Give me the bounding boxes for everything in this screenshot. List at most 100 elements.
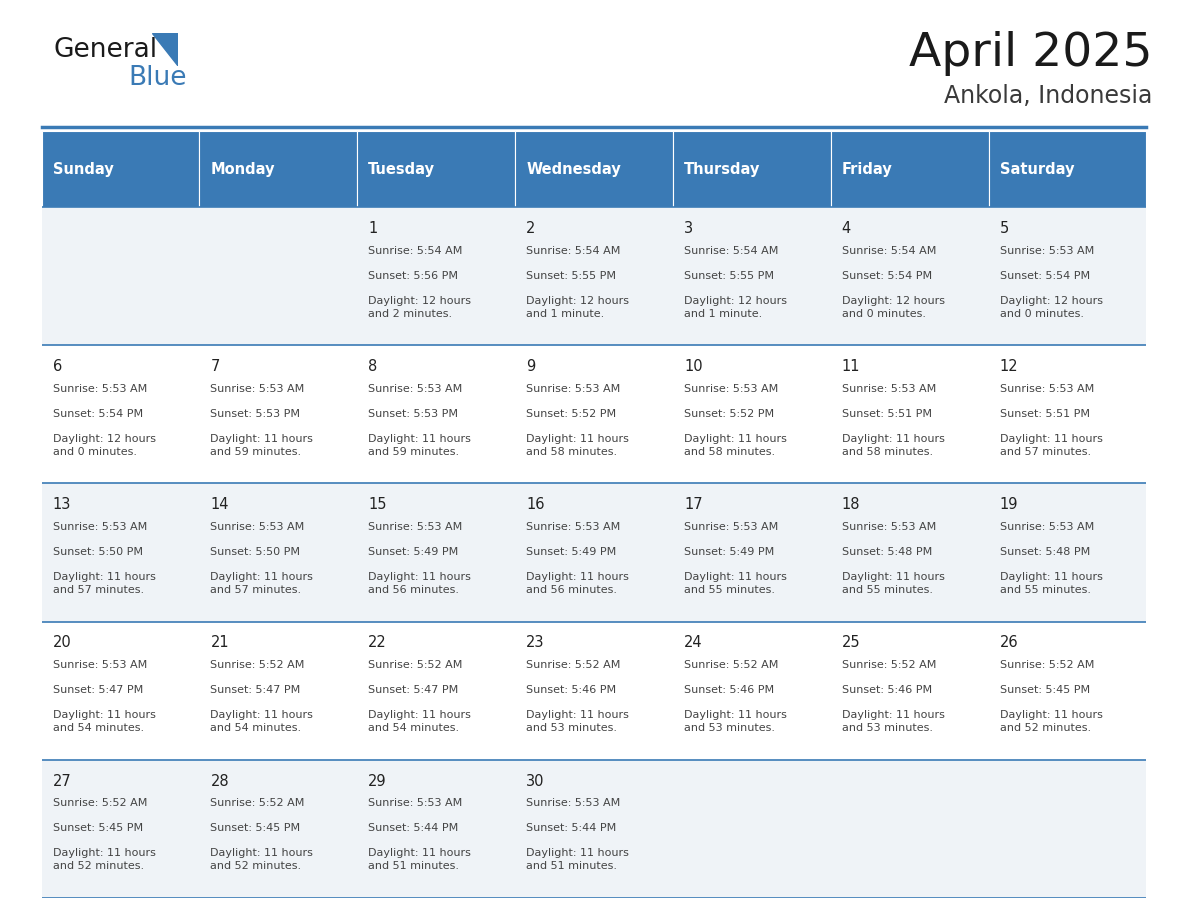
Text: 3: 3: [684, 221, 693, 236]
Text: Daylight: 11 hours
and 54 minutes.: Daylight: 11 hours and 54 minutes.: [210, 710, 314, 733]
Bar: [42, 760, 1146, 898]
Text: Sunset: 5:47 PM: Sunset: 5:47 PM: [368, 685, 459, 695]
Text: Sunrise: 5:53 AM: Sunrise: 5:53 AM: [999, 522, 1094, 532]
Text: Daylight: 11 hours
and 52 minutes.: Daylight: 11 hours and 52 minutes.: [999, 710, 1102, 733]
Text: Sunrise: 5:53 AM: Sunrise: 5:53 AM: [684, 522, 778, 532]
Text: Sunrise: 5:53 AM: Sunrise: 5:53 AM: [52, 660, 147, 670]
Bar: [42, 345, 1146, 484]
Text: Sunrise: 5:53 AM: Sunrise: 5:53 AM: [526, 384, 620, 394]
Text: 4: 4: [842, 221, 851, 236]
Text: 16: 16: [526, 498, 544, 512]
Text: 17: 17: [684, 498, 702, 512]
Text: 19: 19: [999, 498, 1018, 512]
Text: Daylight: 12 hours
and 1 minute.: Daylight: 12 hours and 1 minute.: [684, 296, 786, 319]
Text: 25: 25: [842, 635, 860, 650]
Text: 5: 5: [999, 221, 1009, 236]
Text: Sunset: 5:44 PM: Sunset: 5:44 PM: [368, 823, 459, 834]
Bar: [516, 131, 672, 207]
Text: Sunset: 5:54 PM: Sunset: 5:54 PM: [52, 409, 143, 419]
Bar: [830, 131, 988, 207]
Text: Daylight: 11 hours
and 55 minutes.: Daylight: 11 hours and 55 minutes.: [684, 572, 786, 595]
Text: Sunset: 5:55 PM: Sunset: 5:55 PM: [526, 271, 617, 281]
Text: Sunset: 5:51 PM: Sunset: 5:51 PM: [999, 409, 1089, 419]
Text: Daylight: 11 hours
and 57 minutes.: Daylight: 11 hours and 57 minutes.: [210, 572, 314, 595]
Text: 15: 15: [368, 498, 387, 512]
Text: Sunset: 5:50 PM: Sunset: 5:50 PM: [210, 547, 301, 557]
Text: 18: 18: [842, 498, 860, 512]
Text: Sunset: 5:47 PM: Sunset: 5:47 PM: [210, 685, 301, 695]
Text: 24: 24: [684, 635, 702, 650]
Text: Daylight: 11 hours
and 55 minutes.: Daylight: 11 hours and 55 minutes.: [842, 572, 944, 595]
Text: Sunday: Sunday: [52, 162, 113, 177]
Text: 9: 9: [526, 359, 536, 375]
Text: Daylight: 12 hours
and 2 minutes.: Daylight: 12 hours and 2 minutes.: [368, 296, 472, 319]
Text: Sunrise: 5:52 AM: Sunrise: 5:52 AM: [52, 799, 147, 809]
Text: Daylight: 11 hours
and 56 minutes.: Daylight: 11 hours and 56 minutes.: [368, 572, 472, 595]
Text: Wednesday: Wednesday: [526, 162, 621, 177]
Text: Friday: Friday: [842, 162, 892, 177]
Text: Sunset: 5:48 PM: Sunset: 5:48 PM: [842, 547, 933, 557]
Text: 2: 2: [526, 221, 536, 236]
Text: Sunrise: 5:53 AM: Sunrise: 5:53 AM: [368, 384, 462, 394]
Text: Sunrise: 5:53 AM: Sunrise: 5:53 AM: [210, 522, 304, 532]
Text: 21: 21: [210, 635, 229, 650]
Text: Daylight: 12 hours
and 0 minutes.: Daylight: 12 hours and 0 minutes.: [999, 296, 1102, 319]
Text: Sunset: 5:53 PM: Sunset: 5:53 PM: [368, 409, 459, 419]
Text: Daylight: 11 hours
and 59 minutes.: Daylight: 11 hours and 59 minutes.: [368, 433, 472, 457]
Text: Sunrise: 5:54 AM: Sunrise: 5:54 AM: [526, 246, 620, 256]
Text: April 2025: April 2025: [909, 30, 1152, 76]
Text: Sunrise: 5:52 AM: Sunrise: 5:52 AM: [368, 660, 462, 670]
Text: Saturday: Saturday: [999, 162, 1074, 177]
Text: 7: 7: [210, 359, 220, 375]
Text: Sunrise: 5:54 AM: Sunrise: 5:54 AM: [842, 246, 936, 256]
Text: Sunrise: 5:54 AM: Sunrise: 5:54 AM: [684, 246, 778, 256]
Text: Sunrise: 5:53 AM: Sunrise: 5:53 AM: [52, 522, 147, 532]
Text: Sunset: 5:52 PM: Sunset: 5:52 PM: [684, 409, 775, 419]
Text: Sunset: 5:49 PM: Sunset: 5:49 PM: [526, 547, 617, 557]
Bar: [358, 131, 516, 207]
Text: Sunrise: 5:52 AM: Sunrise: 5:52 AM: [210, 799, 305, 809]
Text: Sunset: 5:55 PM: Sunset: 5:55 PM: [684, 271, 773, 281]
Text: Sunrise: 5:52 AM: Sunrise: 5:52 AM: [842, 660, 936, 670]
Bar: [42, 131, 200, 207]
Text: Tuesday: Tuesday: [368, 162, 435, 177]
Polygon shape: [152, 33, 178, 66]
Text: Sunrise: 5:53 AM: Sunrise: 5:53 AM: [210, 384, 304, 394]
Text: Daylight: 11 hours
and 52 minutes.: Daylight: 11 hours and 52 minutes.: [210, 848, 314, 871]
Text: 6: 6: [52, 359, 62, 375]
Text: Thursday: Thursday: [684, 162, 760, 177]
Text: Sunset: 5:53 PM: Sunset: 5:53 PM: [210, 409, 301, 419]
Text: Daylight: 12 hours
and 1 minute.: Daylight: 12 hours and 1 minute.: [526, 296, 630, 319]
Text: Daylight: 12 hours
and 0 minutes.: Daylight: 12 hours and 0 minutes.: [52, 433, 156, 457]
Text: Sunrise: 5:53 AM: Sunrise: 5:53 AM: [999, 384, 1094, 394]
Text: Sunset: 5:50 PM: Sunset: 5:50 PM: [52, 547, 143, 557]
Text: 8: 8: [368, 359, 378, 375]
Text: Daylight: 11 hours
and 52 minutes.: Daylight: 11 hours and 52 minutes.: [52, 848, 156, 871]
Text: Daylight: 11 hours
and 51 minutes.: Daylight: 11 hours and 51 minutes.: [526, 848, 628, 871]
Text: Blue: Blue: [128, 65, 187, 91]
Text: Daylight: 11 hours
and 55 minutes.: Daylight: 11 hours and 55 minutes.: [999, 572, 1102, 595]
Text: 29: 29: [368, 774, 387, 789]
Text: 11: 11: [842, 359, 860, 375]
Text: Daylight: 11 hours
and 59 minutes.: Daylight: 11 hours and 59 minutes.: [210, 433, 314, 457]
Text: Sunset: 5:44 PM: Sunset: 5:44 PM: [526, 823, 617, 834]
Text: Daylight: 11 hours
and 54 minutes.: Daylight: 11 hours and 54 minutes.: [368, 710, 472, 733]
Bar: [42, 621, 1146, 760]
Text: Sunset: 5:45 PM: Sunset: 5:45 PM: [999, 685, 1089, 695]
Text: Sunrise: 5:52 AM: Sunrise: 5:52 AM: [210, 660, 305, 670]
Text: Sunset: 5:47 PM: Sunset: 5:47 PM: [52, 685, 143, 695]
Text: 23: 23: [526, 635, 544, 650]
Text: 1: 1: [368, 221, 378, 236]
Text: Sunset: 5:49 PM: Sunset: 5:49 PM: [368, 547, 459, 557]
Text: 26: 26: [999, 635, 1018, 650]
Text: Sunset: 5:46 PM: Sunset: 5:46 PM: [526, 685, 617, 695]
Text: Sunset: 5:45 PM: Sunset: 5:45 PM: [210, 823, 301, 834]
Text: 20: 20: [52, 635, 71, 650]
Text: Daylight: 11 hours
and 54 minutes.: Daylight: 11 hours and 54 minutes.: [52, 710, 156, 733]
Text: Sunset: 5:56 PM: Sunset: 5:56 PM: [368, 271, 459, 281]
Text: 28: 28: [210, 774, 229, 789]
Text: 13: 13: [52, 498, 71, 512]
Text: Daylight: 11 hours
and 58 minutes.: Daylight: 11 hours and 58 minutes.: [526, 433, 628, 457]
Text: Daylight: 11 hours
and 56 minutes.: Daylight: 11 hours and 56 minutes.: [526, 572, 628, 595]
Bar: [42, 484, 1146, 621]
